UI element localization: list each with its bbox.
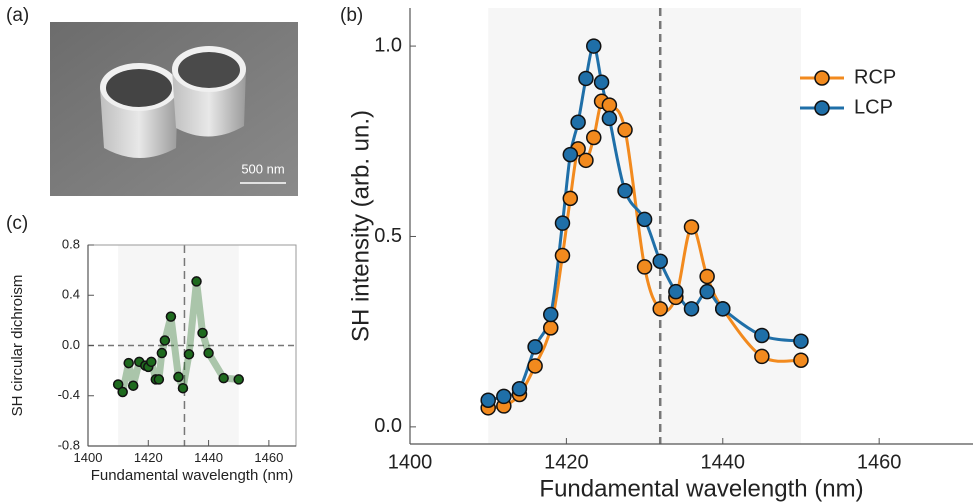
data-point [699,283,715,300]
data-point [601,110,618,127]
data-point [683,219,700,235]
data-point [562,146,579,163]
x-tick-label: 1420 [544,451,589,473]
x-tick-label: 1440 [194,450,223,465]
data-point [578,70,594,87]
x-tick-label: 1420 [134,450,163,465]
x-axis-title: Fundamental wavelength (nm) [91,467,294,484]
y-tick-label: 0.5 [374,225,402,247]
data-point [578,152,594,169]
data-point [159,335,171,346]
y-axis-title: SH circular dichroism [9,275,26,417]
y-tick-label: -0.8 [58,437,80,452]
x-tick-label: 1460 [254,450,283,465]
data-point [218,372,229,384]
data-point [586,38,602,54]
data-point [586,129,602,146]
data-point [527,339,543,355]
y-tick-label: 0.0 [62,337,80,352]
data-point [554,215,571,231]
scale-bar-label: 500 nm [241,161,284,176]
data-point [554,247,571,264]
data-point [793,333,809,349]
data-point [197,327,208,339]
y-tick-label: 0.8 [62,236,80,251]
y-axis-title: SH intensity (arb. un.) [347,110,374,342]
data-point [156,347,168,359]
data-point [601,97,618,113]
y-tick-label: 0.4 [62,287,80,302]
data-point [652,301,668,317]
x-tick-label: 1460 [857,451,902,473]
panel-label: (c) [6,213,28,234]
data-point [173,371,184,383]
data-point [636,211,653,228]
x-tick-label: 1400 [74,450,103,465]
data-point [593,74,610,91]
legend-label: RCP [854,66,896,88]
x-tick-label: 1400 [388,451,433,473]
data-point [527,358,543,374]
legend-marker [814,70,830,86]
panel-label: (a) [6,5,29,26]
x-axis-title: Fundamental wavelength (nm) [539,475,863,502]
data-point [543,306,559,323]
data-point [699,268,715,285]
data-point [123,357,134,369]
data-point [683,301,700,317]
data-point [117,386,128,398]
y-tick-label: 1.0 [374,34,402,56]
data-point [570,114,586,130]
data-point [480,392,496,408]
x-tick-label: 1440 [701,451,746,473]
data-point [127,380,139,391]
data-point [652,253,668,269]
data-point [543,320,559,336]
data-point [668,283,684,300]
data-point [203,347,214,359]
data-point [496,388,512,405]
y-tick-label: -0.4 [58,387,80,402]
data-point [146,356,157,368]
data-point [165,311,177,322]
legend-marker [814,100,830,116]
data-point [754,348,770,365]
data-point [191,276,202,287]
data-point [562,190,579,207]
data-point [511,381,528,397]
data-point [754,327,770,344]
data-point [636,259,653,275]
data-point [153,374,165,385]
data-point [617,183,633,199]
data-point [233,374,244,385]
data-point [177,382,189,394]
data-point [183,349,195,360]
sem-image: 500 nm [50,22,298,196]
data-point [793,352,809,368]
data-point [715,301,731,317]
y-tick-label: 0.0 [374,415,402,437]
data-point [617,122,633,138]
panel-label: (b) [340,5,363,26]
legend-label: LCP [854,96,893,118]
data-point [112,379,124,390]
